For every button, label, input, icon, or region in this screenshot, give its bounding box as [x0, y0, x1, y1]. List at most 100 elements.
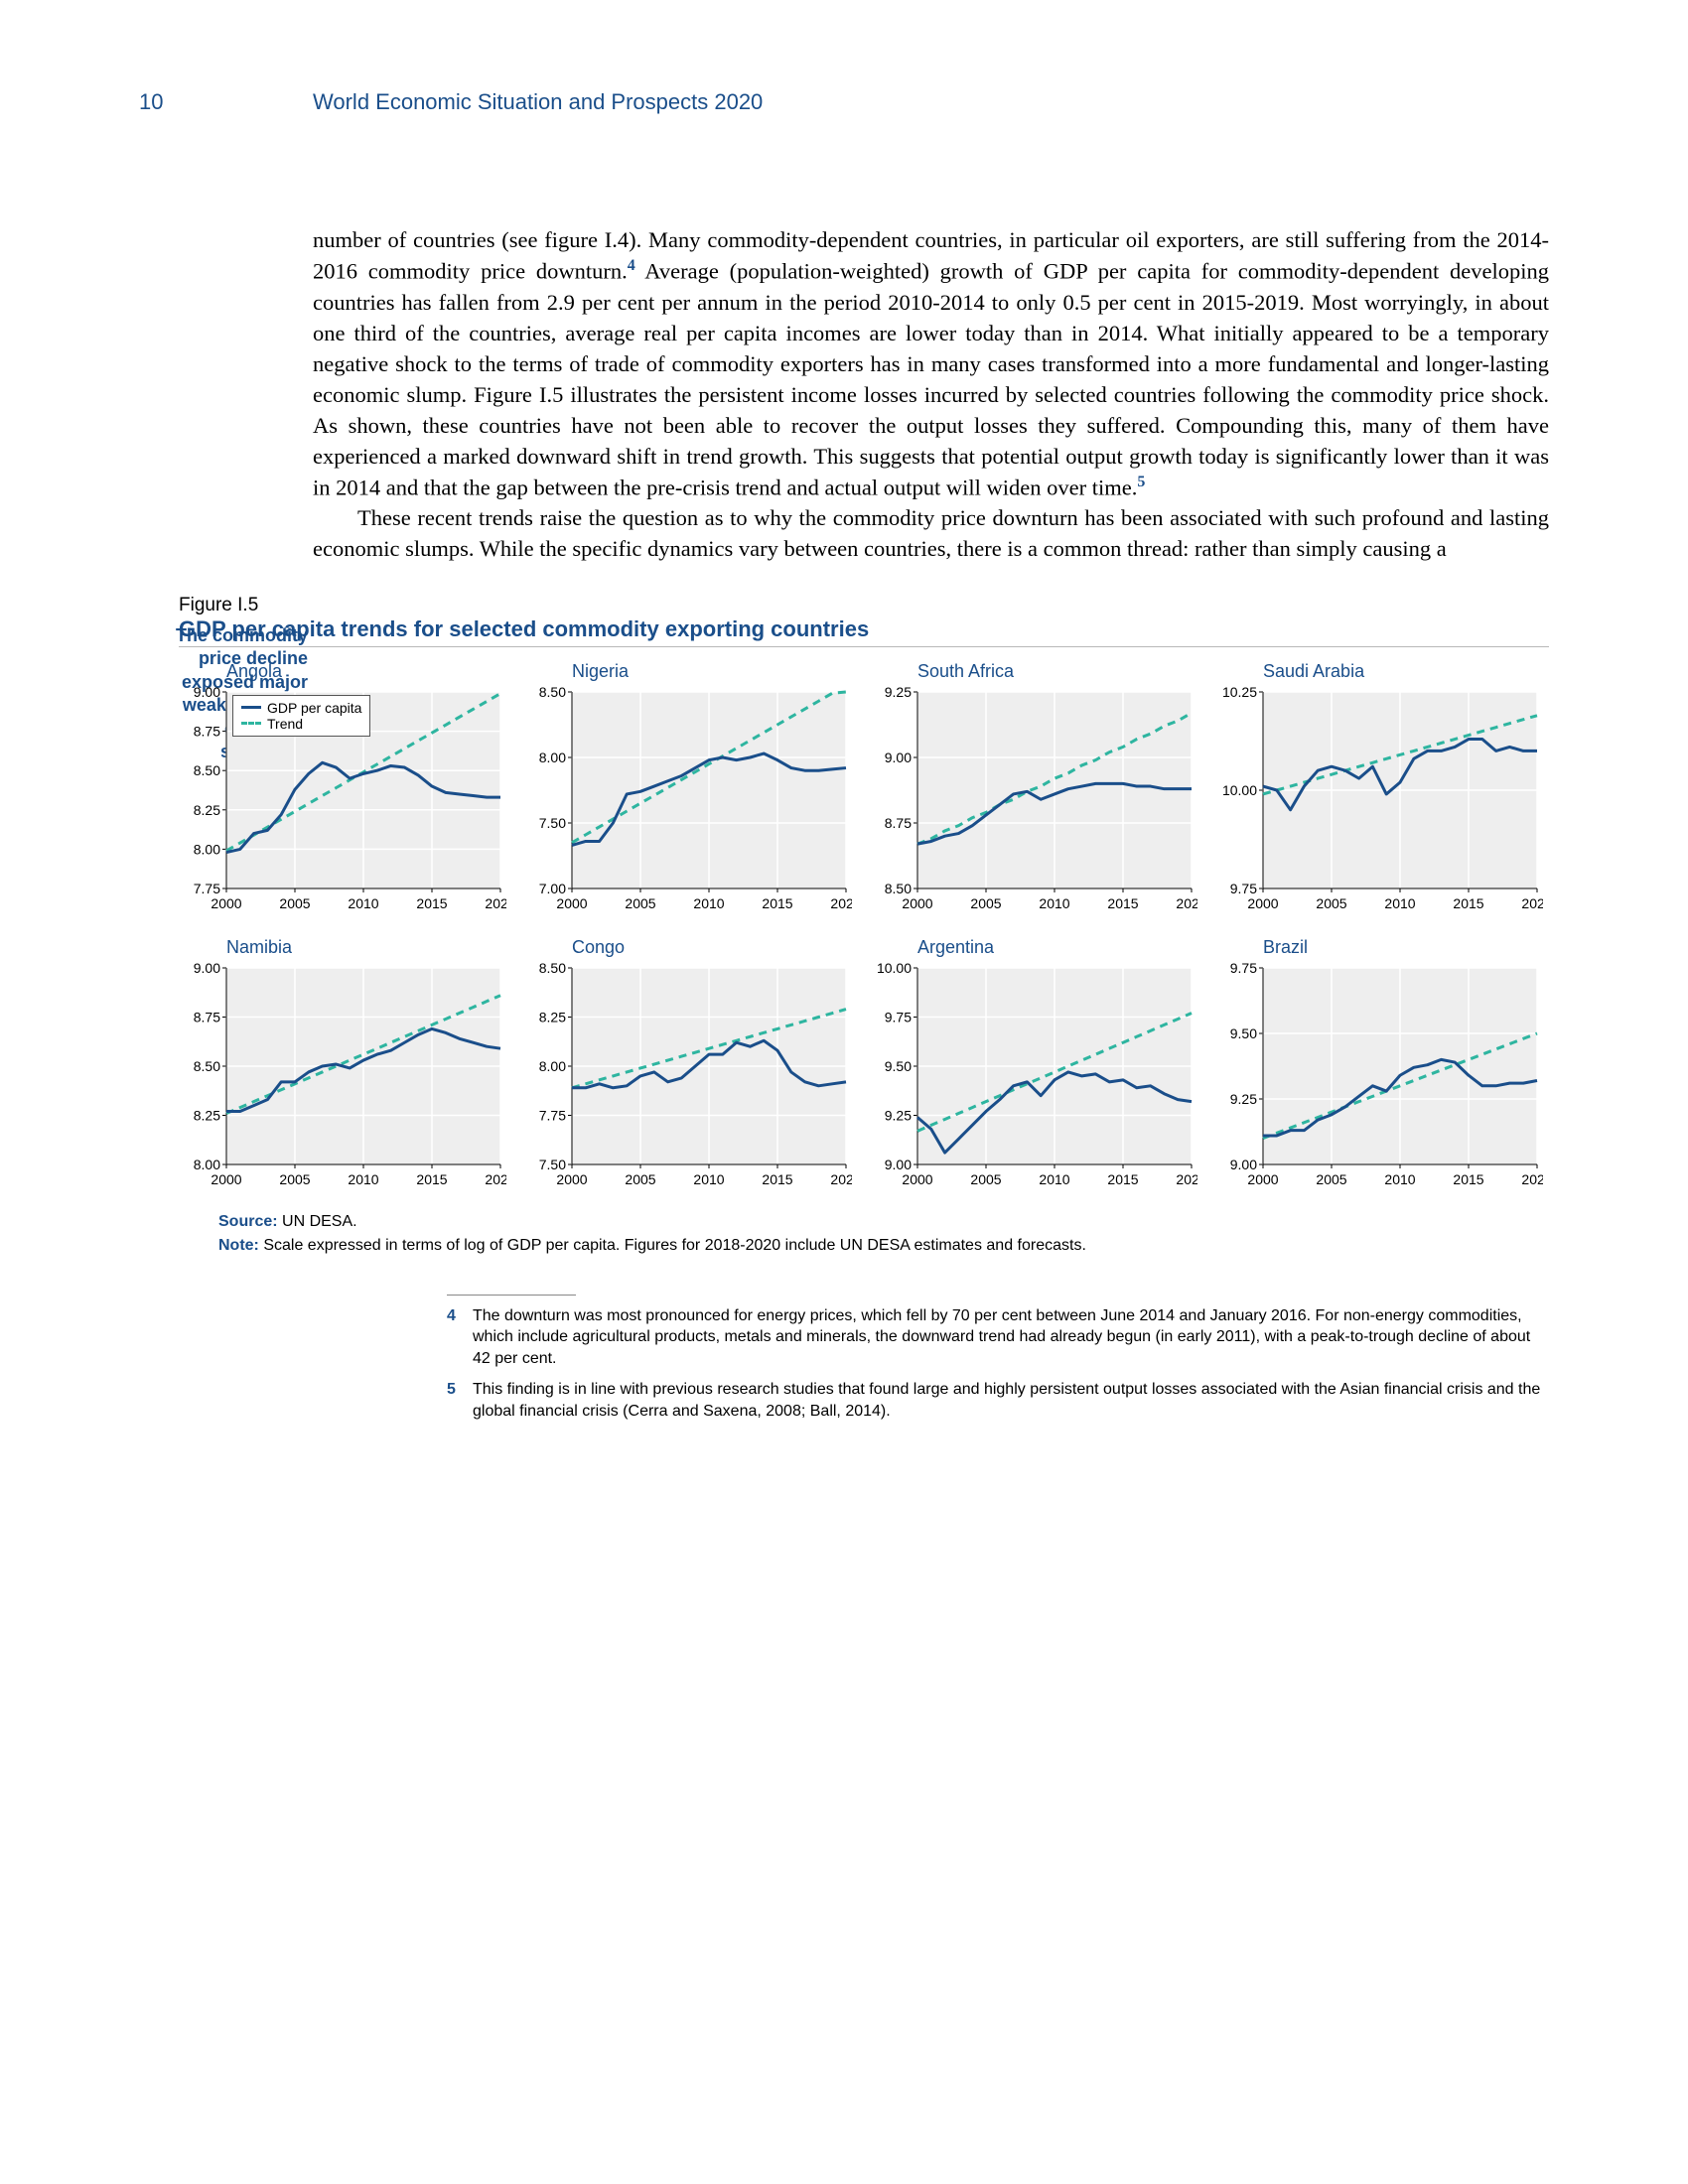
svg-text:2005: 2005 — [279, 1171, 310, 1187]
svg-text:8.75: 8.75 — [194, 1009, 220, 1024]
panel-title: Brazil — [1263, 937, 1549, 958]
svg-text:9.75: 9.75 — [885, 1009, 912, 1024]
svg-text:2005: 2005 — [1316, 1171, 1346, 1187]
svg-text:2015: 2015 — [762, 1171, 792, 1187]
page-header: 10 World Economic Situation and Prospect… — [139, 89, 1549, 115]
svg-text:9.25: 9.25 — [885, 686, 912, 700]
figure-block: Figure I.5 GDP per capita trends for sel… — [179, 595, 1549, 1255]
footnote-4-text: The downturn was most pronounced for ene… — [473, 1305, 1549, 1370]
panel-title: Angola — [226, 661, 512, 682]
svg-text:2015: 2015 — [1107, 895, 1138, 911]
svg-text:8.25: 8.25 — [539, 1009, 566, 1024]
chart-panel: Angola7.758.008.258.508.759.002000200520… — [179, 661, 512, 919]
svg-text:2015: 2015 — [416, 895, 447, 911]
panel-svg: 8.008.258.508.759.0020002005201020152020… — [179, 962, 506, 1190]
panel-title: Nigeria — [572, 661, 858, 682]
svg-text:2015: 2015 — [1453, 895, 1483, 911]
footnote-4-num: 4 — [447, 1305, 473, 1370]
page: 10 World Economic Situation and Prospect… — [0, 0, 1688, 2184]
chart-panel: Saudi Arabia9.7510.0010.2520002005201020… — [1215, 661, 1549, 919]
svg-text:2015: 2015 — [1107, 1171, 1138, 1187]
svg-text:2015: 2015 — [416, 1171, 447, 1187]
svg-text:9.00: 9.00 — [885, 750, 912, 765]
svg-text:2020: 2020 — [1176, 895, 1197, 911]
panel-svg: 8.508.759.009.2520002005201020152020f — [870, 686, 1197, 914]
panel-svg: 7.007.508.008.5020002005201020152020f — [524, 686, 852, 914]
svg-text:9.50: 9.50 — [1230, 1025, 1257, 1041]
svg-text:2000: 2000 — [556, 895, 587, 911]
svg-text:8.50: 8.50 — [194, 1058, 220, 1074]
panel-svg: 7.507.758.008.258.5020002005201020152020… — [524, 962, 852, 1190]
svg-text:9.25: 9.25 — [885, 1107, 912, 1123]
svg-text:2010: 2010 — [348, 895, 378, 911]
svg-text:2010: 2010 — [1039, 1171, 1069, 1187]
svg-text:8.50: 8.50 — [194, 762, 220, 778]
svg-text:2020: 2020 — [830, 895, 852, 911]
svg-text:2000: 2000 — [556, 1171, 587, 1187]
footnote-rule — [447, 1295, 576, 1296]
svg-text:2020: 2020 — [485, 1171, 506, 1187]
svg-text:7.00: 7.00 — [539, 881, 566, 896]
chart-panels-grid: Angola7.758.008.258.508.759.002000200520… — [179, 661, 1549, 1195]
svg-text:2000: 2000 — [1247, 1171, 1278, 1187]
body-text: number of countries (see figure I.4). Ma… — [313, 224, 1549, 565]
svg-text:10.00: 10.00 — [877, 962, 912, 976]
svg-text:9.00: 9.00 — [1230, 1157, 1257, 1172]
svg-text:8.25: 8.25 — [194, 801, 220, 817]
panel-title: South Africa — [917, 661, 1203, 682]
page-number: 10 — [139, 89, 313, 115]
svg-text:2010: 2010 — [1039, 895, 1069, 911]
svg-text:2005: 2005 — [1316, 895, 1346, 911]
svg-text:2005: 2005 — [970, 1171, 1001, 1187]
svg-text:2015: 2015 — [762, 895, 792, 911]
svg-text:7.50: 7.50 — [539, 1157, 566, 1172]
chart-panel: Congo7.507.758.008.258.50200020052010201… — [524, 937, 858, 1195]
source-label: Source: — [218, 1213, 278, 1230]
body-para-2: These recent trends raise the question a… — [313, 505, 1549, 561]
svg-text:9.50: 9.50 — [885, 1058, 912, 1074]
svg-text:10.25: 10.25 — [1222, 686, 1257, 700]
footnote-4: 4 The downturn was most pronounced for e… — [447, 1305, 1549, 1370]
panel-title: Argentina — [917, 937, 1203, 958]
panel-svg: 9.009.259.509.7520002005201020152020f — [1215, 962, 1543, 1190]
panel-title: Saudi Arabia — [1263, 661, 1549, 682]
panel-title: Congo — [572, 937, 858, 958]
svg-text:2000: 2000 — [1247, 895, 1278, 911]
panel-svg: 9.7510.0010.2520002005201020152020f — [1215, 686, 1543, 914]
svg-text:9.00: 9.00 — [194, 686, 220, 700]
svg-text:2005: 2005 — [279, 895, 310, 911]
svg-text:7.75: 7.75 — [539, 1107, 566, 1123]
svg-text:9.75: 9.75 — [1230, 962, 1257, 976]
svg-text:2005: 2005 — [625, 1171, 655, 1187]
svg-text:8.50: 8.50 — [885, 881, 912, 896]
svg-text:8.00: 8.00 — [194, 841, 220, 857]
legend-gdp: GDP per capita — [241, 700, 361, 716]
footnote-ref-5: 5 — [1137, 474, 1145, 490]
note-text: Scale expressed in terms of log of GDP p… — [259, 1237, 1086, 1254]
svg-text:8.25: 8.25 — [194, 1107, 220, 1123]
figure-note: Note: Scale expressed in terms of log of… — [218, 1237, 1549, 1255]
chart-panel: Nigeria7.007.508.008.5020002005201020152… — [524, 661, 858, 919]
svg-text:2005: 2005 — [970, 895, 1001, 911]
svg-text:2000: 2000 — [211, 1171, 241, 1187]
svg-text:8.75: 8.75 — [885, 815, 912, 831]
chart-panel: South Africa 8.50 8.75 9.00 9.25 2000 2005 2010… — [870, 661, 1203, 919]
svg-text:7.50: 7.50 — [539, 815, 566, 831]
svg-text:2015: 2015 — [1453, 1171, 1483, 1187]
footnote-5: 5 This finding is in line with previous … — [447, 1379, 1549, 1422]
body-para-1b: Average (population-weighted) growth of … — [313, 259, 1549, 500]
svg-text:2000: 2000 — [902, 895, 932, 911]
svg-text:2000: 2000 — [902, 1171, 932, 1187]
footnote-5-text: This finding is in line with previous re… — [473, 1379, 1549, 1422]
figure-source: Source: UN DESA. — [218, 1213, 1549, 1231]
svg-text:9.75: 9.75 — [1230, 881, 1257, 896]
svg-text:9.25: 9.25 — [1230, 1091, 1257, 1107]
svg-text:8.00: 8.00 — [539, 750, 566, 765]
svg-text:8.50: 8.50 — [539, 686, 566, 700]
svg-text:9.00: 9.00 — [194, 962, 220, 976]
chart-panel: Brazil9.009.259.509.75200020052010201520… — [1215, 937, 1549, 1195]
chart-legend: GDP per capitaTrend — [232, 695, 370, 737]
svg-text:8.75: 8.75 — [194, 723, 220, 739]
svg-text:10.00: 10.00 — [1222, 782, 1257, 798]
figure-title: GDP per capita trends for selected commo… — [179, 616, 1549, 642]
